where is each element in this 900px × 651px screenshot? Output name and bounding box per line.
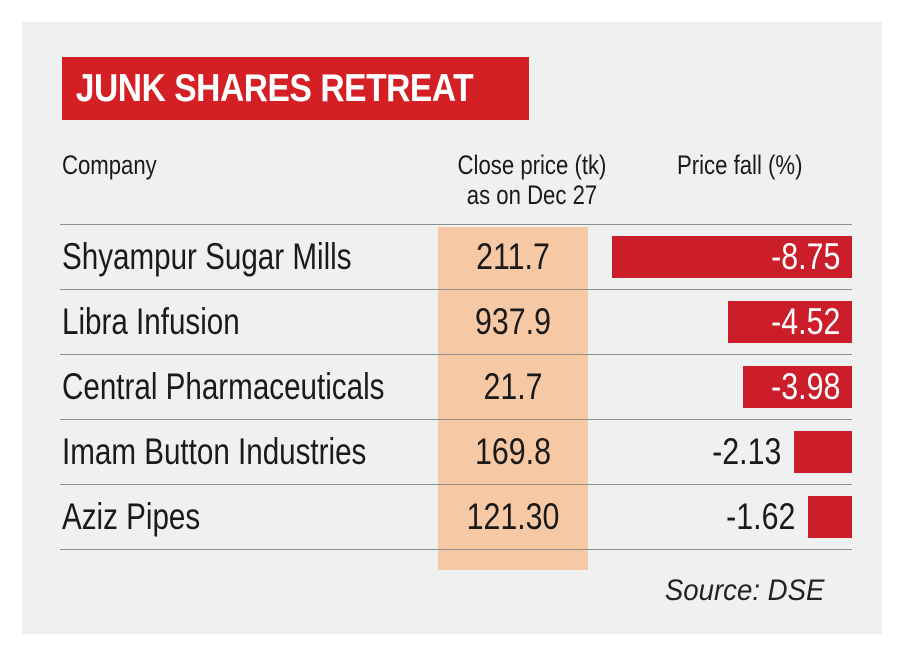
table-row: Central Pharmaceuticals 21.7 -3.98 bbox=[60, 355, 852, 420]
header-price-fall: Price fall (%) bbox=[677, 150, 803, 180]
title-banner: JUNK SHARES RETREAT bbox=[62, 57, 529, 120]
price-fall-label: -4.52 bbox=[770, 301, 840, 342]
price-fall-label: -3.98 bbox=[770, 366, 840, 407]
price-fall-bar bbox=[742, 366, 852, 408]
close-price-column-highlight bbox=[438, 227, 588, 570]
price-fall-label: -8.75 bbox=[770, 236, 840, 277]
price-fall-bar bbox=[793, 431, 852, 473]
header-close-line1: Close price (tk) bbox=[457, 150, 607, 180]
company-name: Shyampur Sugar Mills bbox=[62, 236, 352, 277]
close-price: 169.8 bbox=[475, 431, 551, 472]
company-name: Aziz Pipes bbox=[62, 496, 201, 537]
chart-title: JUNK SHARES RETREAT bbox=[75, 66, 474, 110]
company-name: Central Pharmaceuticals bbox=[62, 366, 385, 407]
close-price: 937.9 bbox=[475, 301, 551, 342]
table-top-rule bbox=[60, 224, 852, 225]
price-fall-label: -2.13 bbox=[712, 431, 782, 472]
company-name: Libra Infusion bbox=[62, 301, 240, 342]
price-fall-bar bbox=[807, 496, 852, 538]
header-company: Company bbox=[62, 150, 157, 180]
table-row: Libra Infusion 937.9 -4.52 bbox=[60, 290, 852, 355]
source-note: Source: DSE bbox=[664, 574, 824, 607]
table-row: Imam Button Industries 169.8 -2.13 bbox=[60, 420, 852, 485]
company-name: Imam Button Industries bbox=[62, 431, 367, 472]
price-fall-bar bbox=[728, 301, 852, 343]
close-price: 121.30 bbox=[466, 496, 560, 537]
price-fall-label: -1.62 bbox=[726, 496, 796, 537]
infographic-card: JUNK SHARES RETREAT Company Close price … bbox=[22, 22, 882, 634]
header-close-line2: as on Dec 27 bbox=[466, 180, 598, 210]
price-fall-bar bbox=[612, 236, 852, 278]
close-price: 211.7 bbox=[476, 236, 550, 277]
table-row: Aziz Pipes 121.30 -1.62 bbox=[60, 485, 852, 550]
close-price: 21.7 bbox=[483, 366, 543, 407]
header-close-price: Close price (tk) as on Dec 27 bbox=[446, 150, 618, 210]
table-row: Shyampur Sugar Mills 211.7 -8.75 bbox=[60, 225, 852, 290]
